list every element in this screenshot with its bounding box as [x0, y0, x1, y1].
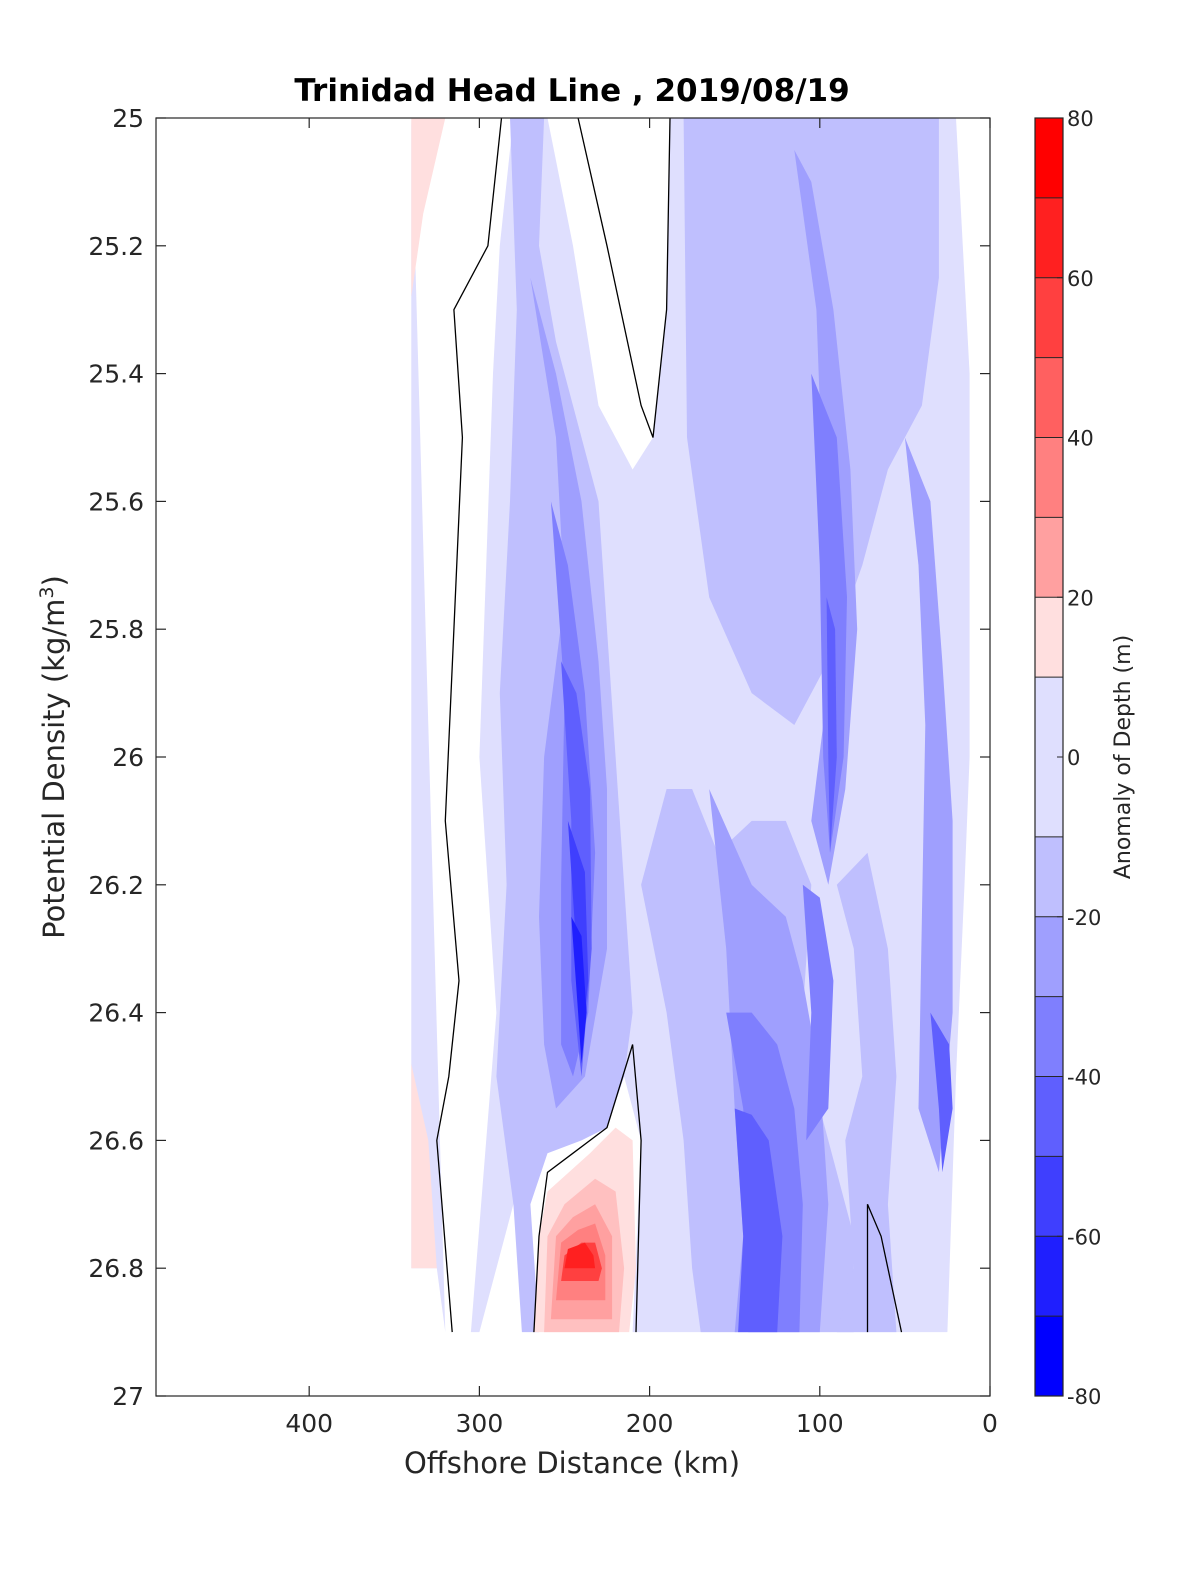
contour-region-neg50-14 [826, 597, 837, 853]
colorbar-tick-label: 80 [1067, 107, 1094, 131]
colorbar-segment [1035, 597, 1063, 678]
y-tick-label: 25 [112, 104, 144, 133]
y-tick-label: 26.8 [88, 1254, 144, 1283]
colorbar-tick-label: -20 [1067, 906, 1101, 930]
colorbar-tick-label: 40 [1067, 427, 1094, 451]
contour-region-pos10-19 [411, 118, 446, 297]
colorbar: 80 60 40 20 0 -20 -40 -60 -80 [1034, 107, 1101, 1409]
colorbar-segment [1035, 836, 1063, 917]
zero-contour-lines [436, 118, 903, 1333]
colorbar-segment [1035, 1076, 1063, 1157]
contour-region-neg50-16 [930, 1012, 953, 1173]
contour-region-neg70-18 [571, 916, 587, 1064]
x-axis-label: Offshore Distance (km) [404, 1446, 740, 1480]
colorbar-label: Anomaly of Depth (m) [1111, 635, 1136, 879]
zero-contour-line-2 [577, 118, 671, 438]
y-tick-label: 26.4 [88, 999, 144, 1028]
x-axis: 400 300 200 100 0 [285, 118, 998, 1438]
y-tick-label: 25.2 [88, 232, 144, 261]
colorbar-tick-label: 60 [1067, 267, 1094, 291]
zero-contour-line-0 [436, 118, 503, 1333]
colorbar-segment [1035, 996, 1063, 1077]
zero-contour-line-3 [866, 1204, 903, 1333]
colorbar-segment [1035, 1156, 1063, 1237]
y-tick-label: 26.6 [88, 1126, 144, 1155]
x-tick-label: 400 [285, 1409, 333, 1438]
colorbar-segment [1035, 916, 1063, 997]
colorbar-segment [1035, 277, 1063, 358]
contour-region-pos10-20 [411, 1063, 437, 1269]
colorbar-tick-label: 20 [1067, 586, 1094, 610]
y-tick-label: 26.2 [88, 871, 144, 900]
colorbar-segment [1035, 437, 1063, 518]
y-tick-label: 25.6 [88, 487, 144, 516]
y-tick-label: 25.4 [88, 360, 144, 389]
colorbar-segment [1035, 357, 1063, 438]
zero-contour-line-1 [533, 1044, 642, 1333]
colorbar-segment [1035, 118, 1063, 198]
colorbar-tick-label: 0 [1067, 746, 1080, 770]
x-tick-label: 100 [796, 1409, 844, 1438]
colorbar-segment [1035, 1316, 1063, 1396]
y-axis: 25 25.2 25.4 25.6 25.8 26 26.2 26.4 26.6 26.8 27 [88, 104, 990, 1411]
contour-region-neg20-4 [836, 852, 897, 1333]
colorbar-segment [1035, 1236, 1063, 1317]
contour-region-neg20-2 [683, 118, 939, 725]
y-tick-label: 25.8 [88, 615, 144, 644]
y-tick-label: 26 [112, 743, 144, 772]
contour-region-neg40-12 [802, 884, 834, 1141]
colorbar-tick-label: -60 [1067, 1225, 1101, 1249]
colorbar-segment [1035, 197, 1063, 278]
colorbar-tick-label: -80 [1067, 1385, 1101, 1409]
contour-region-neg50-15 [734, 1108, 783, 1333]
chart-title: Trinidad Head Line , 2019/08/19 [294, 73, 849, 109]
plot-area: 400 300 200 100 0 25 25.2 25.4 25.6 25.8 26 26.2 26… [88, 104, 998, 1438]
colorbar-tick-label: -40 [1067, 1066, 1101, 1090]
contour-fills [411, 118, 970, 1333]
y-tick-label: 27 [112, 1382, 144, 1411]
contour-region-neg30-7 [904, 437, 953, 1173]
colorbar-segment [1035, 517, 1063, 598]
x-tick-label: 200 [626, 1409, 674, 1438]
x-tick-label: 300 [456, 1409, 504, 1438]
y-axis-label: Potential Density (kg/m3) [36, 575, 71, 939]
x-tick-label: 0 [982, 1409, 998, 1438]
contour-region-pos70-26 [564, 1242, 596, 1269]
y-axis-label-superscript: 3 [36, 586, 58, 598]
